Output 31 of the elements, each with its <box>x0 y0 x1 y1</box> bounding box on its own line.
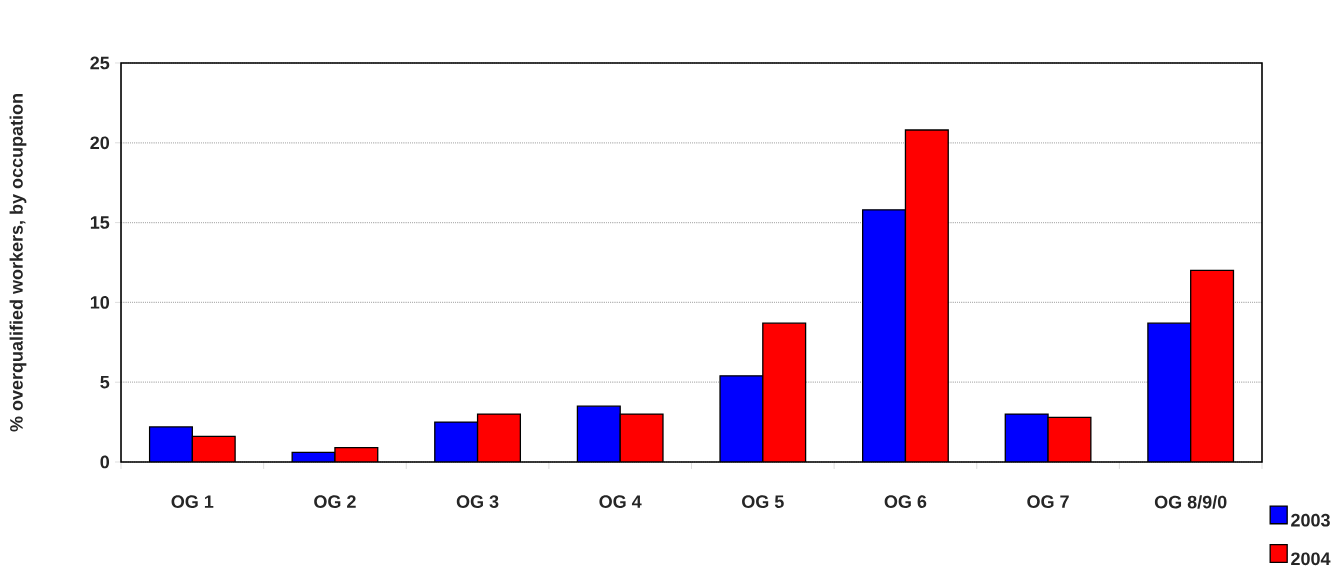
bar <box>1047 416 1092 462</box>
bar <box>434 421 479 462</box>
y-tick-label: 10 <box>90 296 110 309</box>
y-axis-title: % overqualified workers, by occupation <box>9 94 27 432</box>
bar <box>576 405 621 462</box>
x-tick-label: OG 7 <box>1027 495 1069 508</box>
y-tick-label: 15 <box>90 216 110 229</box>
bar <box>904 129 949 462</box>
bar <box>720 375 763 462</box>
legend-label: 2003 <box>1291 513 1330 527</box>
x-tick-label: OG 4 <box>599 495 642 508</box>
y-tick-label: 5 <box>100 375 110 389</box>
x-tick-label: OG 2 <box>314 495 356 508</box>
x-tick-label: OG 5 <box>742 495 784 508</box>
x-tick-label: OG 3 <box>456 495 499 509</box>
x-tick-label: OG 8/9/0 <box>1154 495 1227 509</box>
y-tick-label: 0 <box>100 455 110 469</box>
bar <box>1004 413 1049 462</box>
x-tick-label: OG 1 <box>171 495 214 508</box>
bar <box>862 209 907 462</box>
y-tick-label: 20 <box>90 136 110 150</box>
bar <box>1147 322 1192 462</box>
bar <box>191 435 236 462</box>
bar <box>1190 269 1235 462</box>
bar <box>476 413 522 462</box>
y-tick-label: 25 <box>90 56 110 70</box>
bar <box>619 413 664 462</box>
bar <box>762 323 806 462</box>
legend-label: 2004 <box>1291 552 1331 566</box>
x-tick-label: OG 6 <box>884 495 927 508</box>
bar <box>148 426 193 462</box>
